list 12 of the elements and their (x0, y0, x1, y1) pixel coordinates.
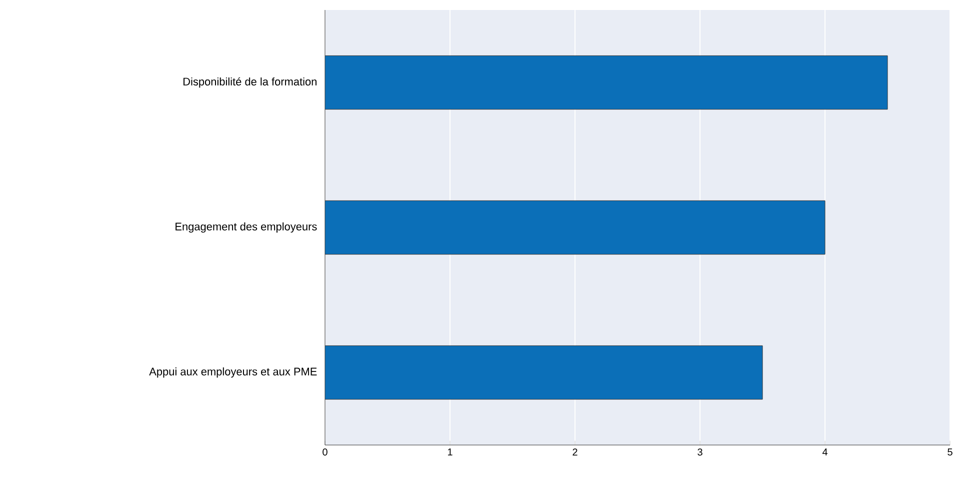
bar (325, 55, 888, 110)
y-tick-label: Appui aux employeurs et aux PME (149, 367, 317, 378)
y-tick-label: Disponibilité de la formation (184, 77, 316, 88)
x-tick-label: 0 (322, 448, 328, 456)
x-tick-label: 1 (448, 448, 452, 456)
y-tick-label: Engagement des employeurs (176, 222, 317, 233)
x-tick-label: 4 (822, 448, 828, 456)
x-tick-label: 2 (572, 448, 578, 456)
x-tick-label: 5 (948, 448, 952, 456)
x-tick-label: 3 (698, 448, 702, 456)
bar (325, 345, 763, 400)
bar (325, 200, 826, 255)
